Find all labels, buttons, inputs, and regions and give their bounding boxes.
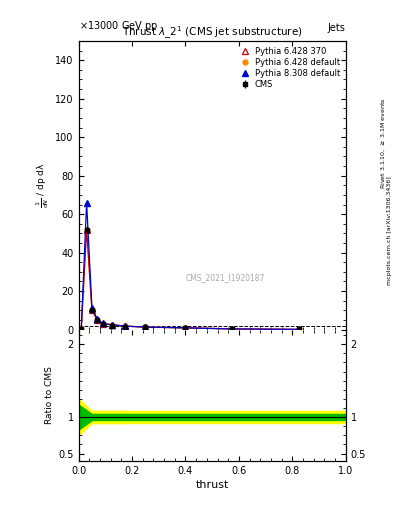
Pythia 8.308 default <box>183 325 188 331</box>
Pythia 6.428 370 <box>79 326 84 332</box>
Pythia 6.428 default <box>230 326 235 332</box>
Pythia 6.428 370 <box>110 322 114 328</box>
Text: CMS_2021_I1920187: CMS_2021_I1920187 <box>186 273 265 282</box>
Pythia 6.428 370 <box>123 323 128 329</box>
Pythia 8.308 default <box>84 200 89 206</box>
Pythia 6.428 default <box>90 307 94 313</box>
Pythia 6.428 default <box>183 325 188 331</box>
Pythia 6.428 370 <box>90 307 94 313</box>
Pythia 6.428 default <box>95 317 100 323</box>
Text: Jets: Jets <box>328 23 346 33</box>
Pythia 8.308 default <box>79 326 84 332</box>
Legend: Pythia 6.428 370, Pythia 6.428 default, Pythia 8.308 default, CMS: Pythia 6.428 370, Pythia 6.428 default, … <box>237 45 342 91</box>
Pythia 8.308 default <box>123 323 128 329</box>
Bar <box>79 411 346 423</box>
Pythia 8.308 default <box>90 305 94 311</box>
Line: Pythia 6.428 default: Pythia 6.428 default <box>79 227 301 332</box>
Pythia 6.428 default <box>123 323 128 329</box>
Pythia 8.308 default <box>230 326 235 332</box>
Pythia 6.428 370 <box>100 321 105 327</box>
Line: Pythia 8.308 default: Pythia 8.308 default <box>78 199 303 333</box>
Pythia 6.428 370 <box>183 325 188 331</box>
Pythia 6.428 default <box>100 321 105 327</box>
Pythia 6.428 370 <box>297 326 301 332</box>
Pythia 6.428 default <box>110 322 114 328</box>
Y-axis label: Ratio to CMS: Ratio to CMS <box>45 366 54 424</box>
Pythia 6.428 default <box>79 326 84 332</box>
Pythia 8.308 default <box>100 321 105 327</box>
Pythia 6.428 370 <box>230 326 235 332</box>
Line: Pythia 6.428 370: Pythia 6.428 370 <box>78 226 303 333</box>
Text: $\times$13000 GeV pp: $\times$13000 GeV pp <box>79 19 158 33</box>
Pythia 8.308 default <box>143 324 148 330</box>
Bar <box>79 414 346 420</box>
Pythia 8.308 default <box>95 316 100 322</box>
Pythia 6.428 default <box>84 226 89 232</box>
Pythia 6.428 370 <box>84 226 89 232</box>
X-axis label: thrust: thrust <box>196 480 229 490</box>
Pythia 6.428 default <box>143 324 148 330</box>
Pythia 6.428 370 <box>95 317 100 323</box>
Pythia 6.428 default <box>297 326 301 332</box>
Title: Thrust $\lambda\_2^1$ (CMS jet substructure): Thrust $\lambda\_2^1$ (CMS jet substruct… <box>122 25 303 41</box>
Y-axis label: $\frac{1}{\mathrm{d}N}$ / $\mathrm{d}\mathrm{p}$ $\mathrm{d}\mathrm{\lambda}$: $\frac{1}{\mathrm{d}N}$ / $\mathrm{d}\ma… <box>35 162 51 208</box>
Pythia 6.428 370 <box>143 324 148 330</box>
Text: mcplots.cern.ch [arXiv:1306.3436]: mcplots.cern.ch [arXiv:1306.3436] <box>387 176 391 285</box>
Pythia 8.308 default <box>297 326 301 332</box>
Text: Rivet 3.1.10, $\geq$ 3.1M events: Rivet 3.1.10, $\geq$ 3.1M events <box>379 98 387 189</box>
Pythia 8.308 default <box>110 322 114 328</box>
